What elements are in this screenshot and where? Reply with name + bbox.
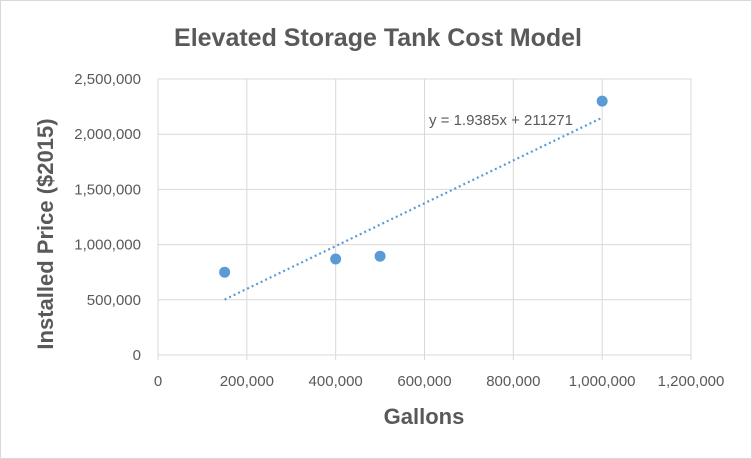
y-tick-label: 1,000,000 [74,237,141,254]
data-point [219,266,231,278]
axes [157,79,692,360]
y-tick-label: 0 [133,347,141,364]
gridlines [158,78,692,355]
y-axis-title: Installed Price ($2015) [33,118,58,349]
trendline-equation: y = 1.9385x + 211271 [429,112,573,129]
x-tick-label: 200,000 [220,373,274,390]
x-axis-title: Gallons [384,404,465,429]
y-tick-label: 500,000 [87,292,141,309]
x-tick-label: 0 [154,373,162,390]
x-tick-label: 1,000,000 [569,373,636,390]
data-point [596,95,608,107]
y-tick-label: 2,500,000 [74,71,141,88]
x-tick-label: 400,000 [309,373,363,390]
y-tick-label: 1,500,000 [74,181,141,198]
linear-trendline [224,116,603,301]
data-point [374,250,386,262]
data-point [330,253,342,265]
chart-title: Elevated Storage Tank Cost Model [174,24,582,52]
tick-labels: 0 200,000 400,000 600,000 800,000 1,000,000 1,… [74,71,724,390]
x-tick-label: 1,200,000 [658,373,725,390]
y-tick-label: 2,000,000 [74,126,141,143]
x-tick-label: 800,000 [486,373,540,390]
data-points [219,95,608,278]
trendline-layer [224,116,603,301]
x-tick-label: 600,000 [397,373,451,390]
